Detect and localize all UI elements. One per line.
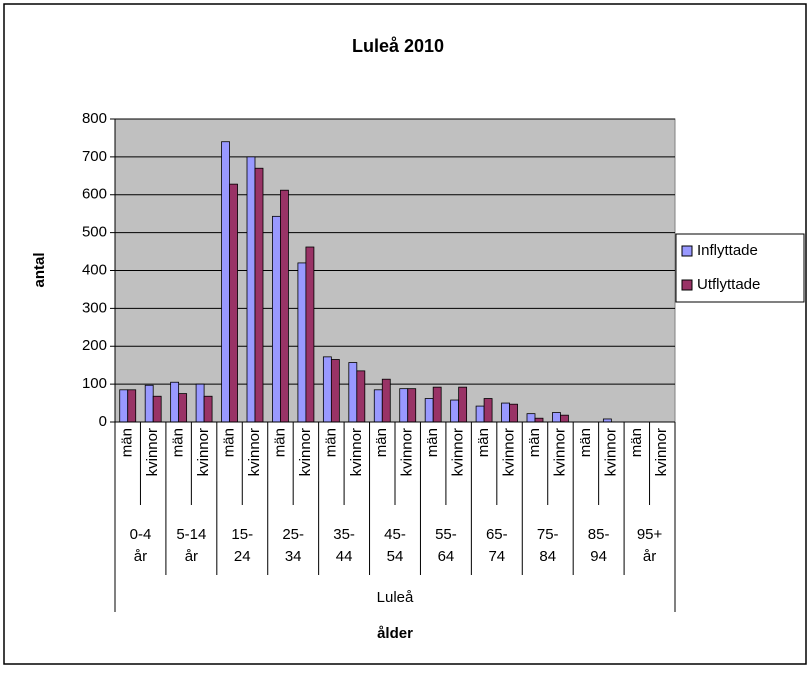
bar: [458, 386, 468, 423]
x-tick-label: kvinnor: [297, 428, 314, 476]
bar: [483, 398, 493, 423]
y-tick-label: 0: [99, 413, 107, 430]
bar: [381, 378, 391, 423]
group-label: 54: [387, 548, 404, 565]
group-label: 95+: [637, 526, 663, 543]
legend-label: Inflyttade: [697, 242, 758, 259]
legend-swatch: [681, 245, 693, 257]
group-label: år: [643, 548, 656, 565]
y-tick-label: 600: [82, 186, 107, 203]
bar: [297, 262, 307, 423]
x-tick-label: män: [373, 428, 390, 457]
x-tick-label: kvinnor: [602, 428, 619, 476]
group-label: 0-4: [130, 526, 152, 543]
x-tick-label: kvinnor: [551, 428, 568, 476]
bar: [272, 215, 281, 423]
bar: [170, 381, 180, 423]
bar: [229, 183, 238, 423]
bar: [178, 393, 188, 423]
group-label: 75-: [537, 526, 559, 543]
x-tick-label: män: [628, 428, 645, 457]
x-tick-label: män: [271, 428, 288, 457]
x-tick-label: män: [322, 428, 339, 457]
bar: [254, 167, 264, 423]
x-tick-label: män: [577, 428, 594, 457]
bar: [195, 383, 205, 423]
group-label: 64: [438, 548, 455, 565]
bar: [373, 389, 383, 423]
y-tick-label: 300: [82, 299, 107, 316]
y-tick-label: 100: [82, 375, 107, 392]
group-label: 94: [590, 548, 607, 565]
x-tick-label: kvinnor: [348, 428, 365, 476]
x-tick-label: kvinnor: [144, 428, 161, 476]
bar: [348, 362, 358, 423]
bar: [246, 156, 256, 423]
bar: [552, 412, 561, 423]
x-tick-label: män: [221, 428, 238, 457]
group-label: 35-: [333, 526, 355, 543]
legend-box: [675, 233, 805, 303]
group-label: 74: [488, 548, 505, 565]
bar: [152, 395, 162, 423]
x-tick-label: kvinnor: [653, 428, 670, 476]
group-label: 85-: [588, 526, 610, 543]
bar: [144, 384, 154, 423]
x-tick-label: män: [170, 428, 187, 457]
bar: [534, 417, 544, 423]
chart-title: Luleå 2010: [352, 36, 444, 56]
x-tick-label: kvinnor: [195, 428, 212, 476]
x-axis-label: ålder: [377, 625, 413, 642]
group-label: 55-: [435, 526, 457, 543]
group-label: år: [134, 548, 147, 565]
bar: [203, 395, 213, 423]
legend-swatch: [681, 279, 693, 291]
group-label: 5-14: [176, 526, 206, 543]
bar: [356, 370, 366, 423]
group-label: 84: [539, 548, 556, 565]
bar: [127, 389, 137, 423]
bar: [322, 356, 332, 423]
group-label: 44: [336, 548, 353, 565]
group-label: 25-: [282, 526, 304, 543]
bar: [424, 398, 434, 423]
x-tick-label: män: [526, 428, 543, 457]
top-group-label: Luleå: [377, 589, 414, 606]
y-tick-label: 700: [82, 148, 107, 165]
group-label: år: [185, 548, 198, 565]
bar: [560, 414, 569, 423]
y-tick-label: 500: [82, 224, 107, 241]
x-tick-label: kvinnor: [450, 428, 467, 476]
bar: [450, 399, 460, 423]
bar: [330, 359, 340, 423]
group-label: 24: [234, 548, 251, 565]
x-tick-label: kvinnor: [246, 428, 263, 476]
bar: [475, 405, 485, 423]
group-label: 65-: [486, 526, 508, 543]
y-tick-label: 400: [82, 261, 107, 278]
bar: [407, 388, 417, 423]
x-tick-label: kvinnor: [501, 428, 518, 476]
bar: [526, 413, 536, 423]
bar: [399, 388, 409, 423]
group-label: 34: [285, 548, 302, 565]
bar: [305, 246, 315, 423]
legend-label: Utflyttade: [697, 276, 760, 293]
group-label: 45-: [384, 526, 406, 543]
x-tick-label: kvinnor: [399, 428, 416, 476]
y-axis-label: antal: [31, 252, 48, 287]
bar: [501, 402, 510, 423]
bar: [432, 386, 442, 423]
group-label: 15-: [231, 526, 253, 543]
bar: [221, 141, 230, 423]
y-tick-label: 800: [82, 110, 107, 127]
y-tick-label: 200: [82, 337, 107, 354]
bar: [280, 189, 289, 423]
bar: [119, 389, 129, 423]
bar: [509, 403, 518, 423]
x-tick-label: män: [475, 428, 492, 457]
x-tick-label: män: [424, 428, 441, 457]
x-tick-label: män: [119, 428, 136, 457]
